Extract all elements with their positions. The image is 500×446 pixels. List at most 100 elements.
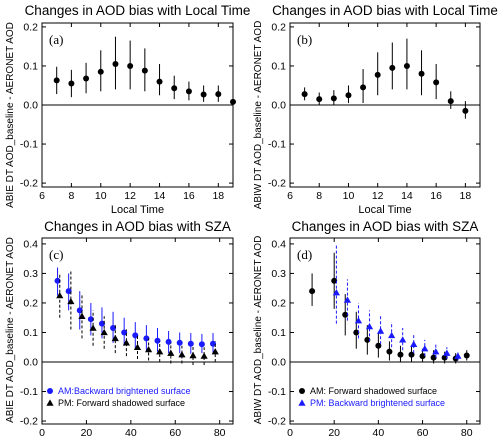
panel-label: (a)	[49, 32, 63, 47]
panel-title: Changes in AOD bias with Local Time	[272, 3, 498, 18]
data-point	[360, 84, 367, 91]
data-point	[421, 345, 429, 352]
x-axis-title: Local Time	[358, 204, 411, 216]
series-1	[56, 270, 219, 365]
data-point	[156, 348, 164, 355]
x-tick-label: 6	[39, 190, 45, 202]
y-tick-label: -0.1	[20, 386, 38, 398]
y-tick-label: -0.1	[268, 139, 286, 151]
y-tick-label: 0.2	[23, 21, 38, 33]
x-axis-title: Local Time	[111, 204, 164, 216]
panel-c: Changes in AOD bias with SZA 0 20 40 60 80 -0.…	[20, 219, 234, 446]
data-point	[112, 61, 119, 67]
x-tick-label: 18	[212, 190, 224, 202]
legend-marker	[298, 399, 306, 406]
data-point	[432, 348, 440, 355]
data-point	[454, 352, 462, 359]
data-point	[386, 348, 393, 355]
data-point	[110, 325, 117, 332]
y-tick-label: 0.1	[23, 327, 38, 339]
y-tick-label: -0.2	[268, 416, 286, 428]
data-point	[375, 342, 382, 349]
data-point	[87, 316, 94, 323]
data-point	[309, 288, 316, 295]
legend-marker	[47, 388, 53, 394]
data-point	[132, 332, 139, 339]
x-tick-label: 60	[169, 427, 181, 439]
legend-marker	[46, 399, 54, 406]
x-tick-label: 8	[316, 190, 322, 202]
x-tick-label: 0	[39, 427, 45, 439]
data-point	[53, 77, 60, 84]
data-point	[165, 338, 172, 345]
series-0	[301, 38, 469, 119]
series-1	[332, 243, 462, 361]
panel-b: Changes in AOD bias with Local Time 6 8 10 1…	[268, 3, 498, 216]
x-tick-label: 20	[328, 427, 340, 439]
data-point	[462, 107, 469, 114]
panel-title: Changes in AOD bias with SZA	[292, 219, 479, 234]
y-tick-label: 0.3	[23, 268, 38, 280]
y-tick-label: 0.0	[271, 100, 286, 112]
legend-label: PM: Backward brightened surface	[310, 398, 445, 408]
data-point	[410, 340, 418, 347]
y-tick-label: 0.0	[271, 357, 286, 369]
data-point	[388, 331, 396, 339]
data-point	[403, 62, 410, 69]
data-point	[374, 71, 381, 78]
data-point	[443, 349, 451, 356]
panel-label: (b)	[297, 32, 312, 47]
x-tick-label: 16	[183, 190, 195, 202]
data-point	[76, 307, 83, 314]
panel-title: Changes in AOD bias with SZA	[44, 219, 231, 234]
panel-label: (d)	[297, 247, 312, 262]
y-tick-label: 0.0	[23, 100, 38, 112]
panel-d: Changes in AOD bias with SZA 0 20 40 60 80 -0.…	[268, 219, 481, 446]
data-point	[408, 351, 415, 358]
data-point	[365, 322, 374, 330]
data-point	[433, 79, 440, 86]
x-tick-label: 10	[95, 190, 107, 202]
data-point	[353, 329, 360, 336]
x-tick-label: 16	[430, 190, 442, 202]
data-point	[198, 341, 205, 348]
legend: AM: Forward shadowed surface PM: Backward…	[298, 386, 445, 408]
series-0	[309, 252, 470, 364]
x-tick-label: 12	[372, 190, 384, 202]
data-point	[211, 348, 219, 355]
y-tick-label: 0.2	[271, 21, 286, 33]
data-point	[65, 288, 72, 295]
data-point	[154, 337, 161, 344]
data-point	[141, 67, 148, 74]
y-tick-label: 0.1	[23, 60, 38, 72]
data-point	[342, 311, 349, 318]
data-point	[156, 78, 163, 85]
ylabel-top-left: ABIE DT AOD_baseline - AERONET AOD	[5, 22, 16, 208]
y-tick-label: 0.2	[23, 297, 38, 309]
data-point	[185, 88, 192, 95]
data-point	[343, 296, 352, 303]
data-point	[463, 352, 470, 359]
data-point	[54, 277, 61, 284]
x-tick-label: 0	[287, 427, 293, 439]
data-point	[210, 340, 217, 347]
x-tick-label: 6	[287, 190, 293, 202]
data-point	[200, 91, 207, 98]
data-point	[176, 339, 183, 346]
plot-frame	[289, 237, 481, 425]
ylabel-bottom-left: ABIE DT AOD_baseline - AERONET AOD	[5, 237, 16, 423]
data-point	[397, 351, 404, 358]
data-point	[364, 336, 371, 343]
y-tick-label: -0.2	[268, 178, 286, 190]
panel-a: Changes in AOD bias with Local Time 6 8 10 1…	[20, 3, 251, 216]
x-tick-label: 60	[417, 427, 429, 439]
data-point	[68, 80, 75, 87]
x-tick-label: 20	[81, 427, 93, 439]
data-point	[354, 317, 363, 324]
legend-marker	[299, 388, 305, 394]
data-point	[97, 68, 104, 75]
y-tick-label: 0.4	[23, 238, 38, 250]
data-point	[430, 354, 437, 361]
x-tick-label: 12	[124, 190, 136, 202]
